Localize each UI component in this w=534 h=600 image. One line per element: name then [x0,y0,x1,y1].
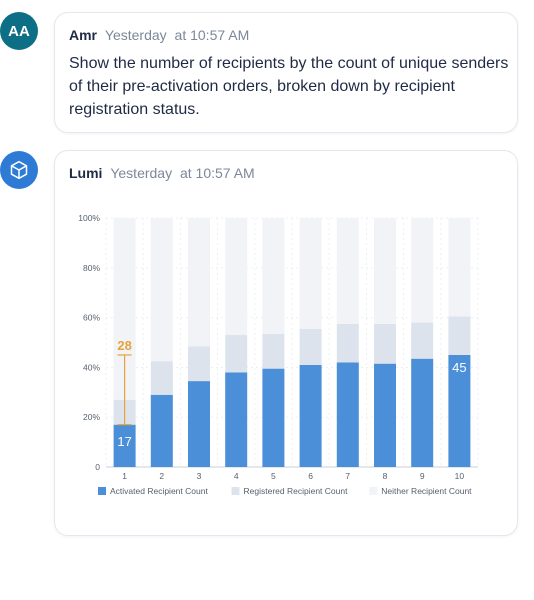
bar-activated [299,364,322,467]
y-tick-label: 0 [95,462,100,472]
bar-registered [374,323,396,364]
bar-registered [336,323,359,363]
bar-neither [150,218,173,362]
stacked-bar-chart: 020%40%60%80%100%1 2 3 4 5 6 7 8 9 10174528Activa… [78,213,479,496]
bar-neither [374,218,396,324]
bot-avatar [0,151,38,189]
bar-activated [411,358,434,467]
user-avatar: AA [0,12,38,50]
x-tick-label: 9 [420,471,425,481]
bar-neither [411,218,434,323]
x-tick-label: 1 [122,471,127,481]
legend-swatch [369,487,378,495]
message-day: Yesterday [104,27,167,43]
x-tick-label: 10 [455,471,465,481]
legend-label: Neither Recipient Count [381,486,472,496]
bar-registered [150,361,173,395]
x-tick-label: 5 [271,471,276,481]
legend-label: Registered Recipient Count [244,486,349,496]
bar-neither [299,218,322,329]
y-tick-label: 80% [83,263,100,273]
bar-activated [225,372,248,467]
x-tick-label: 4 [234,471,239,481]
bar-activated [374,363,396,467]
bar-registered [299,328,322,365]
x-tick-label: 3 [197,471,202,481]
legend-label: Activated Recipient Count [110,486,208,496]
x-tick-label: 2 [159,471,164,481]
bar-activated [448,354,471,467]
message-header: Lumi Yesterday at 10:57 AM [69,165,255,181]
bar-neither [113,218,136,400]
message-header: Amr Yesterday at 10:57 AM [69,27,249,43]
y-tick-label: 60% [83,313,100,323]
legend-swatch [231,487,240,495]
x-tick-label: 7 [345,471,350,481]
user-message-card: Amr Yesterday at 10:57 AM Show the numbe… [54,12,518,133]
bot-name: Lumi [69,165,103,181]
y-tick-label: 100% [78,213,100,223]
y-tick-label: 40% [83,362,100,372]
bar-registered [188,346,210,382]
bar-neither [188,218,210,347]
message-time: at 10:57 AM [174,27,250,43]
bar-neither [448,218,471,317]
bar-activated [188,381,210,467]
legend-swatch [98,487,106,495]
y-tick-label: 20% [83,412,100,422]
cube-icon [10,160,28,180]
sender-name: Amr [69,27,98,43]
bar-registered [225,335,248,373]
bar-activated [150,394,173,467]
data-label: 45 [452,360,466,375]
message-time: at 10:57 AM [179,165,255,181]
message-text: Show the number of recipients by the cou… [69,55,509,118]
bar-activated [336,362,359,467]
bar-neither [225,218,248,336]
bar-neither [336,218,359,324]
bar-activated [113,424,136,467]
x-tick-label: 6 [308,471,313,481]
message-day: Yesterday [110,165,173,181]
bar-registered [262,333,285,369]
data-label: 17 [117,434,131,449]
bar-neither [262,218,285,334]
bar-registered [448,316,471,355]
annotation-label: 28 [117,338,131,353]
x-tick-label: 8 [383,471,388,481]
bar-activated [262,368,285,467]
bar-registered [411,322,434,359]
